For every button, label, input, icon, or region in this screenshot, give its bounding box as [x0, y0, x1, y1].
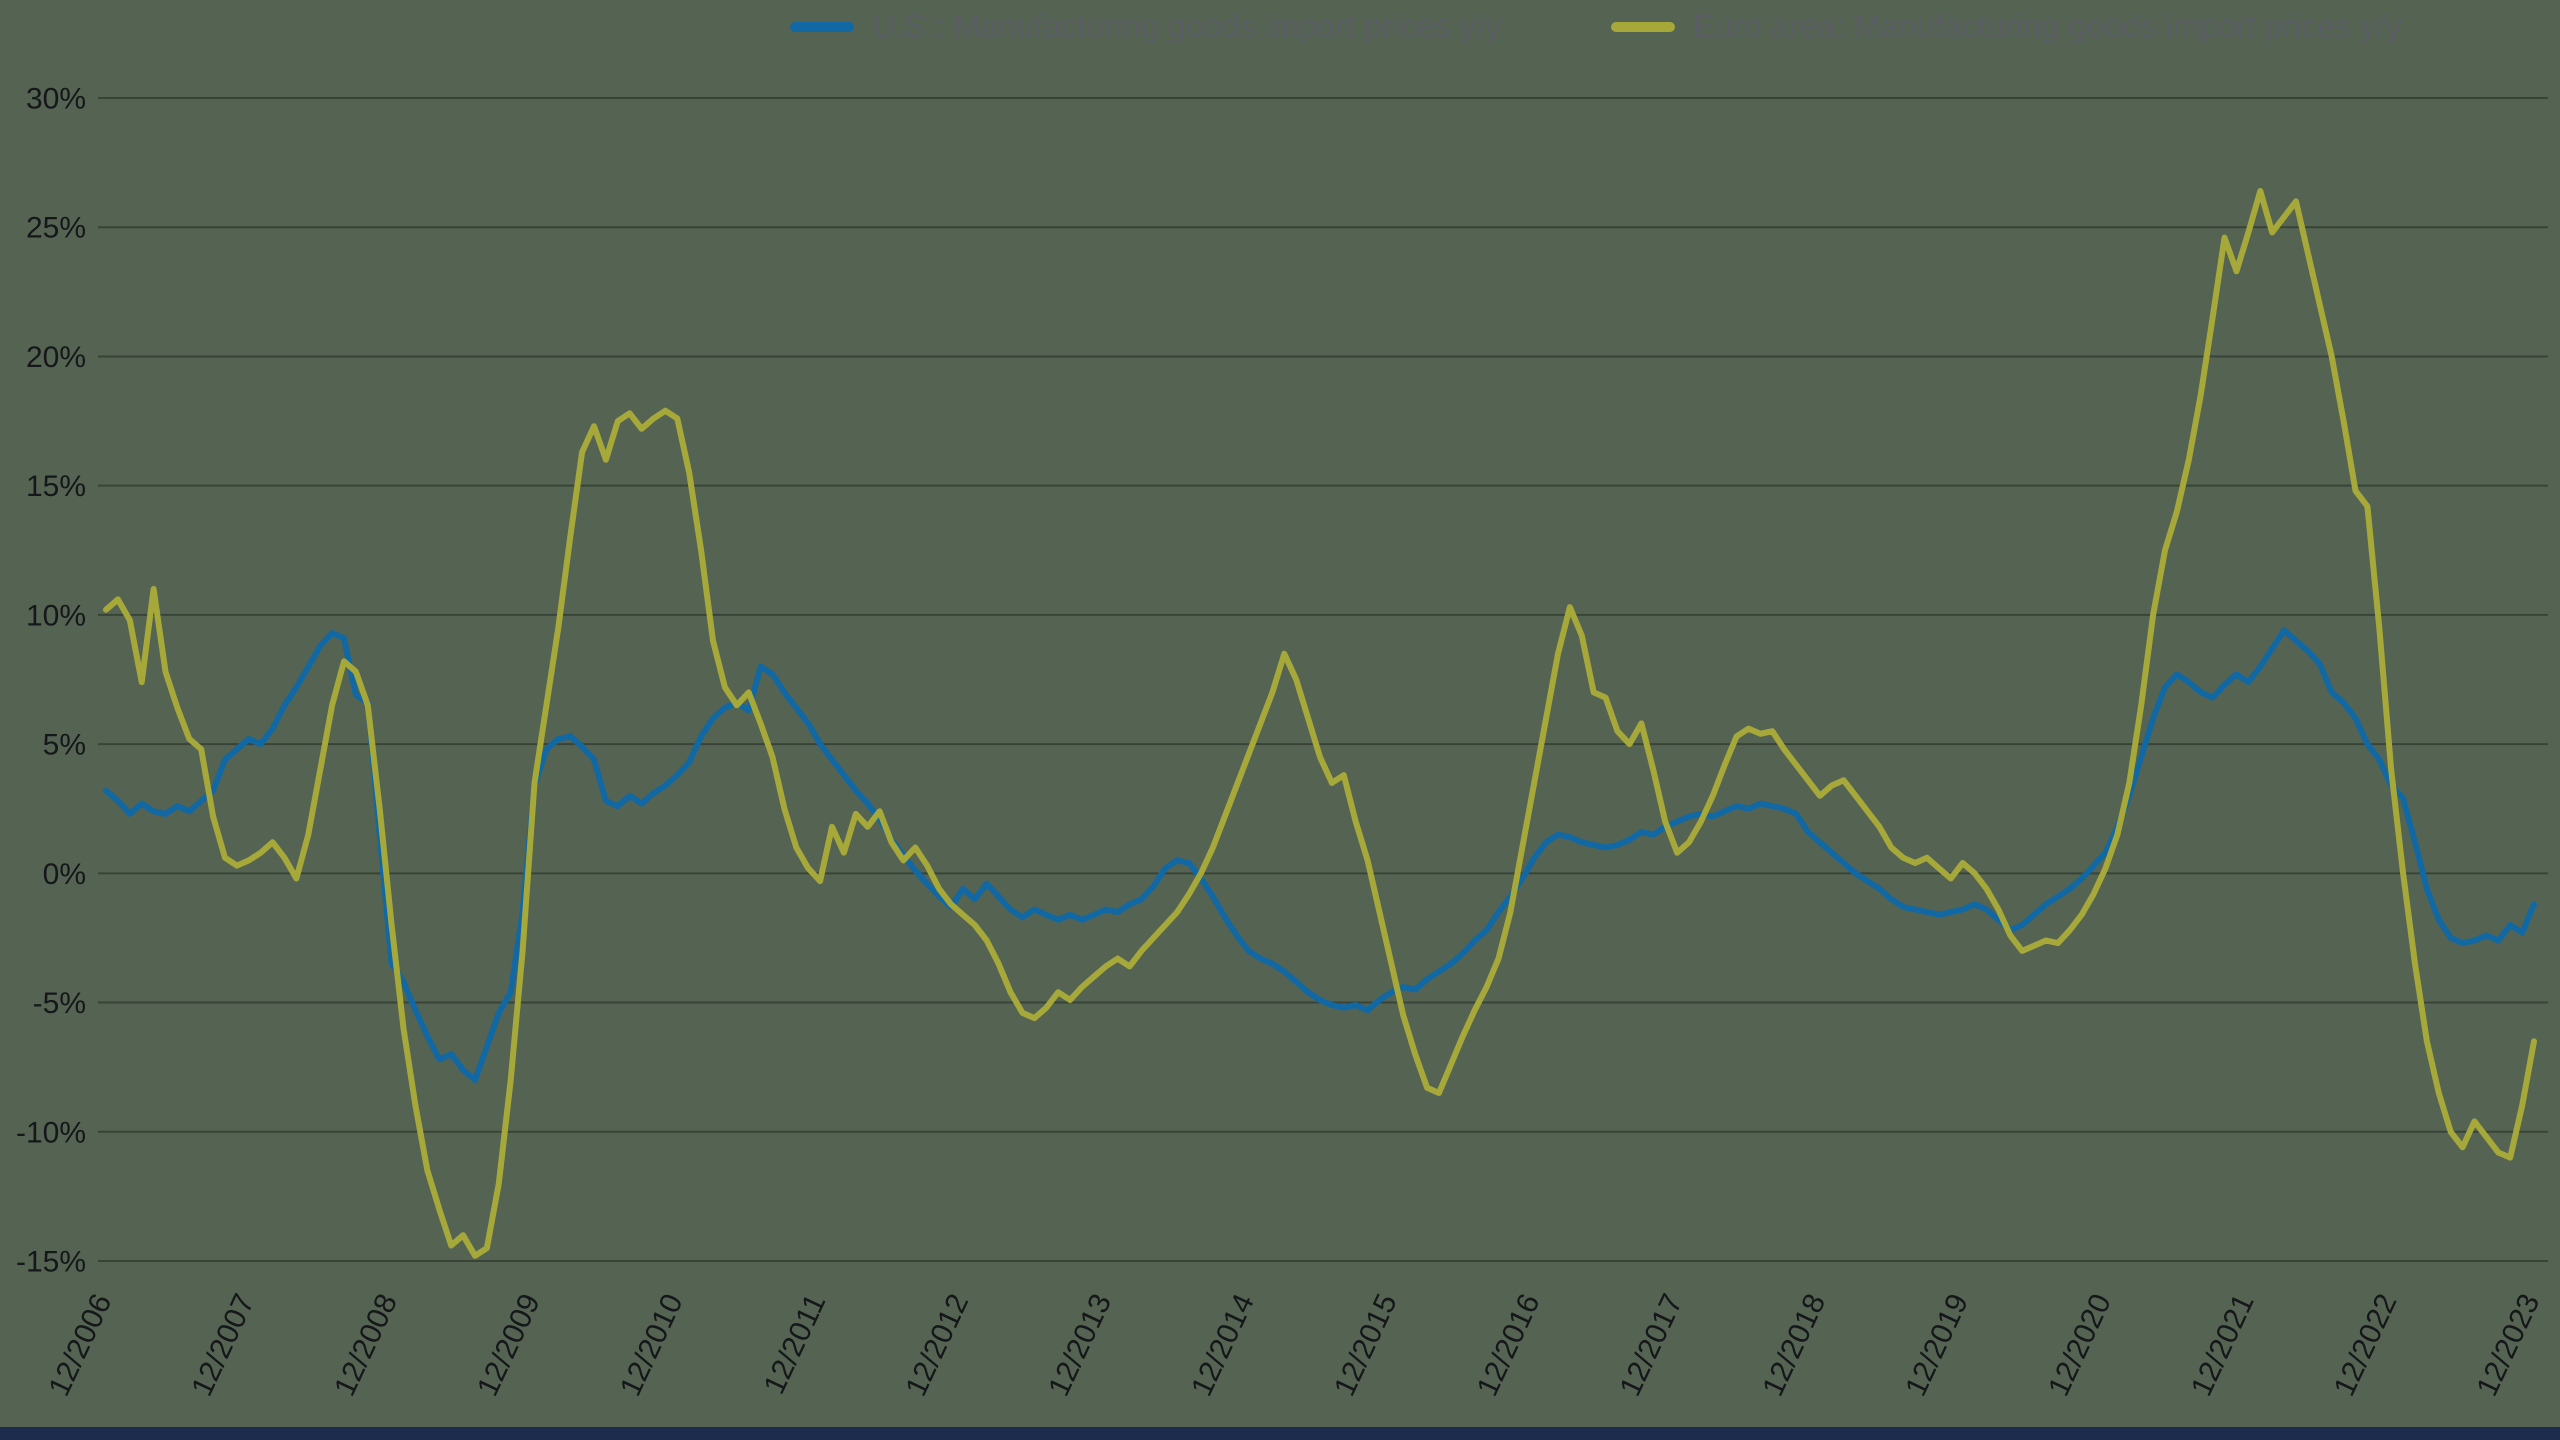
x-axis-label-12-2008: 12/2008: [328, 1289, 404, 1401]
us-series-label: U.S.: Manufacturing goods import prices …: [872, 8, 1502, 44]
x-axis-label-12-2013: 12/2013: [1042, 1289, 1118, 1401]
x-axis-label-12-2006: 12/2006: [43, 1289, 119, 1401]
y-axis-label--15: -15%: [16, 1246, 86, 1279]
x-axis-label-12-2016: 12/2016: [1471, 1289, 1547, 1401]
euro-line-swatch-icon: [1611, 21, 1676, 32]
x-axis-label-12-2021: 12/2021: [2185, 1289, 2261, 1401]
x-axis-label-12-2010: 12/2010: [614, 1289, 690, 1401]
y-axis-label--5: -5%: [33, 987, 86, 1020]
legend-item-us: U.S.: Manufacturing goods import prices …: [790, 8, 1501, 45]
chart-legend: U.S.: Manufacturing goods import prices …: [790, 8, 2402, 45]
x-axis-label-12-2007: 12/2007: [185, 1289, 261, 1401]
x-axis-label-12-2020: 12/2020: [2042, 1289, 2118, 1401]
legend-item-euro: Euro area: Manufacturing goods import pr…: [1611, 8, 2402, 45]
x-axis-label-12-2017: 12/2017: [1614, 1289, 1690, 1401]
y-axis-label--10: -10%: [16, 1116, 86, 1149]
y-axis-label-10: 10%: [26, 599, 86, 632]
x-axis-label-12-2022: 12/2022: [2328, 1289, 2404, 1401]
x-axis-label-12-2023: 12/2023: [2471, 1289, 2547, 1401]
us-line-swatch-icon: [790, 21, 854, 32]
y-axis-label-20: 20%: [26, 341, 86, 374]
x-axis-label-12-2014: 12/2014: [1185, 1289, 1261, 1401]
series-line-euro-area: [103, 188, 2537, 1259]
footer-bar: [0, 1427, 2560, 1440]
y-axis-label-25: 25%: [26, 212, 86, 245]
x-axis-label-12-2012: 12/2012: [900, 1289, 976, 1401]
y-axis-label-5: 5%: [43, 729, 86, 762]
x-axis-label-12-2018: 12/2018: [1756, 1289, 1832, 1401]
y-axis-label-15: 15%: [26, 470, 86, 503]
x-axis-label-12-2015: 12/2015: [1328, 1289, 1404, 1401]
y-axis-label-0: 0%: [43, 858, 86, 891]
series-line-us: [103, 627, 2537, 1084]
x-axis-label-12-2011: 12/2011: [758, 1289, 833, 1399]
euro-series-label: Euro area: Manufacturing goods import pr…: [1693, 8, 2402, 44]
x-axis-label-12-2009: 12/2009: [471, 1289, 547, 1401]
x-axis-label-12-2019: 12/2019: [1899, 1289, 1975, 1401]
y-axis-label-30: 30%: [26, 83, 86, 116]
